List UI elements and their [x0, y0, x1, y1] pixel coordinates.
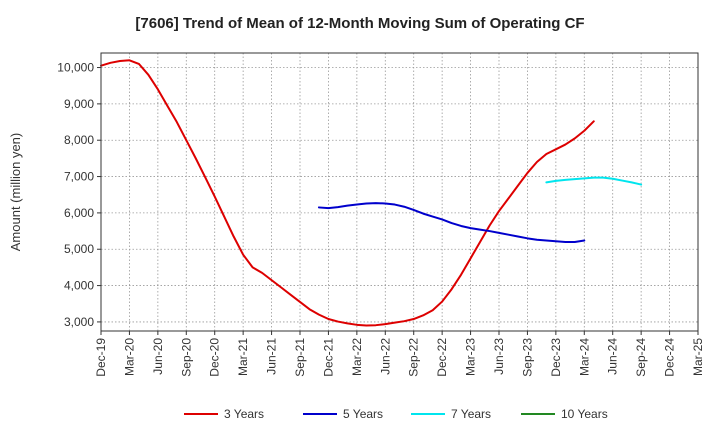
legend-label-10-years: 10 Years: [561, 407, 608, 421]
plot-area: [101, 53, 698, 331]
x-tick-label: Mar-23: [464, 338, 478, 376]
x-tick-label: Dec-21: [321, 338, 335, 377]
x-tick-label: Jun-24: [606, 338, 620, 375]
x-tick-label: Sep-23: [520, 338, 534, 377]
series-line-7-years: [545, 176, 643, 186]
y-tick-label: 8,000: [64, 133, 94, 147]
x-tick-label: Dec-20: [208, 338, 222, 377]
series-layer: [100, 59, 643, 327]
x-tick-label: Mar-24: [577, 338, 591, 376]
x-tick-label: Jun-22: [378, 338, 392, 375]
x-tick-label: Mar-20: [122, 338, 136, 376]
x-tick-label: Jun-23: [492, 338, 506, 375]
y-axis-label: Amount (million yen): [8, 133, 23, 252]
y-tick-label: 9,000: [64, 97, 94, 111]
y-tick-label: 7,000: [64, 170, 94, 184]
legend: 3 Years 5 Years 7 Years 10 Years: [184, 407, 608, 421]
x-tick-label: Sep-21: [293, 338, 307, 377]
x-axis: Dec-19 Mar-20 Jun-20 Sep-20 Dec-20 Mar-21 Jun-…: [94, 331, 705, 377]
y-tick-label: 5,000: [64, 242, 94, 256]
legend-label-7-years: 7 Years: [451, 407, 491, 421]
legend-label-3-years: 3 Years: [224, 407, 264, 421]
y-tick-label: 4,000: [64, 279, 94, 293]
x-tick-label: Dec-23: [549, 338, 563, 377]
x-tick-label: Dec-22: [435, 338, 449, 377]
x-tick-label: Dec-24: [663, 338, 677, 377]
x-tick-label: Mar-21: [236, 338, 250, 376]
series-line-5-years: [317, 202, 586, 243]
x-tick-label: Sep-24: [634, 338, 648, 377]
x-tick-label: Sep-20: [179, 338, 193, 377]
x-tick-label: Sep-22: [407, 338, 421, 377]
legend-label-5-years: 5 Years: [343, 407, 383, 421]
y-tick-label: 6,000: [64, 206, 94, 220]
plot-frame: [100, 52, 699, 332]
x-tick-label: Jun-20: [151, 338, 165, 375]
series-line-3-years: [100, 59, 595, 327]
y-tick-label: 3,000: [64, 315, 94, 329]
x-tick-label: Dec-19: [94, 338, 108, 377]
chart-title: [7606] Trend of Mean of 12-Month Moving …: [135, 15, 584, 32]
y-axis: 3,000 4,000 5,000 6,000 7,000 8,000 9,000 10,00…: [57, 61, 101, 329]
x-tick-label: Mar-22: [350, 338, 364, 376]
y-tick-label: 10,000: [57, 61, 94, 75]
x-tick-label: Jun-21: [265, 338, 279, 375]
grid: [101, 53, 698, 331]
x-tick-label: Mar-25: [691, 338, 705, 376]
